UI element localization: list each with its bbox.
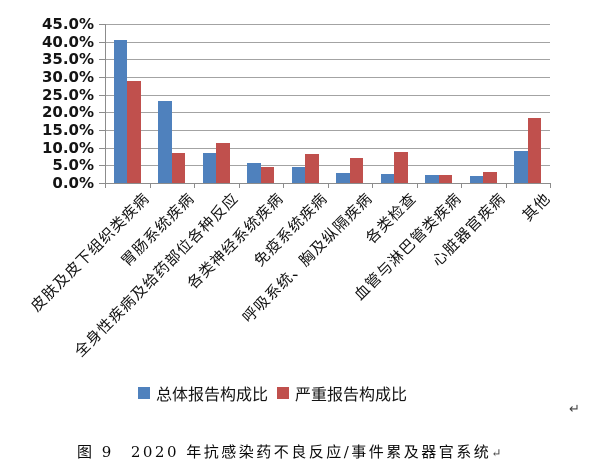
y-axis-label: 35.0%	[41, 50, 94, 69]
gridline	[105, 130, 550, 131]
y-axis-label: 10.0%	[41, 138, 94, 157]
bar-total	[425, 175, 439, 183]
bar-total	[202, 152, 217, 183]
gridline	[105, 77, 550, 78]
x-axis-tick	[194, 183, 195, 188]
y-axis-line	[105, 24, 106, 184]
y-axis-label: 5.0%	[52, 156, 94, 175]
gridline	[105, 24, 550, 25]
paragraph-return-mark: ↵	[569, 402, 580, 417]
legend-label: 严重报告构成比	[295, 385, 408, 404]
legend-item-total: 总体报告构成比	[138, 381, 268, 405]
bar-serious	[483, 172, 497, 183]
x-axis-tick	[505, 183, 507, 188]
x-axis-tick	[416, 183, 418, 188]
x-axis-tick	[461, 183, 462, 188]
bar-total	[336, 172, 350, 183]
y-axis-label: 20.0%	[41, 103, 94, 122]
gridline	[105, 112, 550, 114]
caption-return-mark: ↵	[491, 446, 502, 460]
y-axis-tick	[99, 112, 105, 114]
y-axis-tick	[99, 130, 105, 131]
legend-swatch-icon	[138, 387, 150, 399]
legend-swatch-icon	[277, 387, 290, 399]
x-axis-tick	[372, 183, 373, 188]
y-axis: 45.0% 40.0% 35.0% 30.0% 25.0% 20.0% 15.0% 10.0%…	[0, 16, 105, 192]
x-axis-tick	[283, 183, 284, 188]
caption-number: 图 9	[77, 443, 114, 461]
bar-serious	[127, 80, 141, 183]
gridline	[105, 59, 550, 61]
bar-serious	[438, 175, 453, 183]
y-axis-tick	[99, 165, 105, 167]
bar-total	[113, 40, 128, 183]
bar-serious	[305, 154, 319, 183]
y-axis-label: 25.0%	[41, 85, 94, 104]
bar-total	[291, 166, 306, 183]
x-axis-tick	[149, 183, 151, 188]
embedded-chart[interactable]: 45.0% 40.0% 35.0% 30.0% 25.0% 20.0% 15.0% 10.0%…	[0, 0, 600, 430]
bar-serious	[349, 157, 364, 183]
x-axis-tick	[238, 183, 240, 188]
y-axis-tick	[99, 94, 105, 96]
gridline	[105, 41, 550, 43]
gridline	[105, 165, 550, 167]
x-axis-tick	[550, 183, 551, 188]
bar-total	[158, 101, 172, 183]
bar-serious	[260, 167, 275, 183]
y-axis-tick	[99, 77, 105, 78]
bar-total	[380, 173, 395, 183]
bar-total	[247, 162, 261, 183]
y-axis-label: 0.0%	[52, 174, 94, 192]
x-axis-tick	[327, 183, 329, 188]
caption-text: 2020 年抗感染药不良反应/事件累及器官系统	[130, 443, 492, 461]
y-axis-label: 30.0%	[41, 68, 94, 86]
legend-label: 总体报告构成比	[156, 385, 269, 404]
figure-caption: 图 9 2020 年抗感染药不良反应/事件累及器官系统↵	[77, 441, 501, 462]
y-axis-tick	[99, 24, 105, 25]
y-axis-tick	[99, 183, 105, 184]
y-axis-tick	[99, 41, 105, 43]
bar-serious	[171, 152, 186, 183]
x-axis-category-label: 全身性疾病及给药部位各种反应	[71, 189, 243, 361]
y-axis-label: 15.0%	[41, 121, 94, 139]
bar-serious	[394, 152, 408, 183]
bar-serious	[527, 117, 542, 183]
plot-area: 皮肤及皮下组织类疾病 胃肠系统疾病 全身性疾病及给药部位各种反应 各类神经系统疾病 免疫…	[27, 24, 554, 360]
y-axis-tick	[99, 147, 105, 149]
bar-total	[469, 176, 484, 183]
legend-item-serious: 严重报告构成比	[277, 381, 407, 405]
chart-legend: 总体报告构成比 严重报告构成比	[138, 381, 407, 405]
gridline	[105, 94, 550, 96]
x-axis-category-label: 其他	[518, 189, 554, 225]
bar-total	[514, 150, 528, 183]
x-axis-tick	[105, 183, 106, 188]
y-axis-tick	[99, 59, 105, 61]
bar-serious	[216, 143, 230, 183]
gridline	[105, 147, 550, 149]
y-axis-label: 45.0%	[41, 15, 94, 33]
y-axis-label: 40.0%	[41, 32, 94, 51]
